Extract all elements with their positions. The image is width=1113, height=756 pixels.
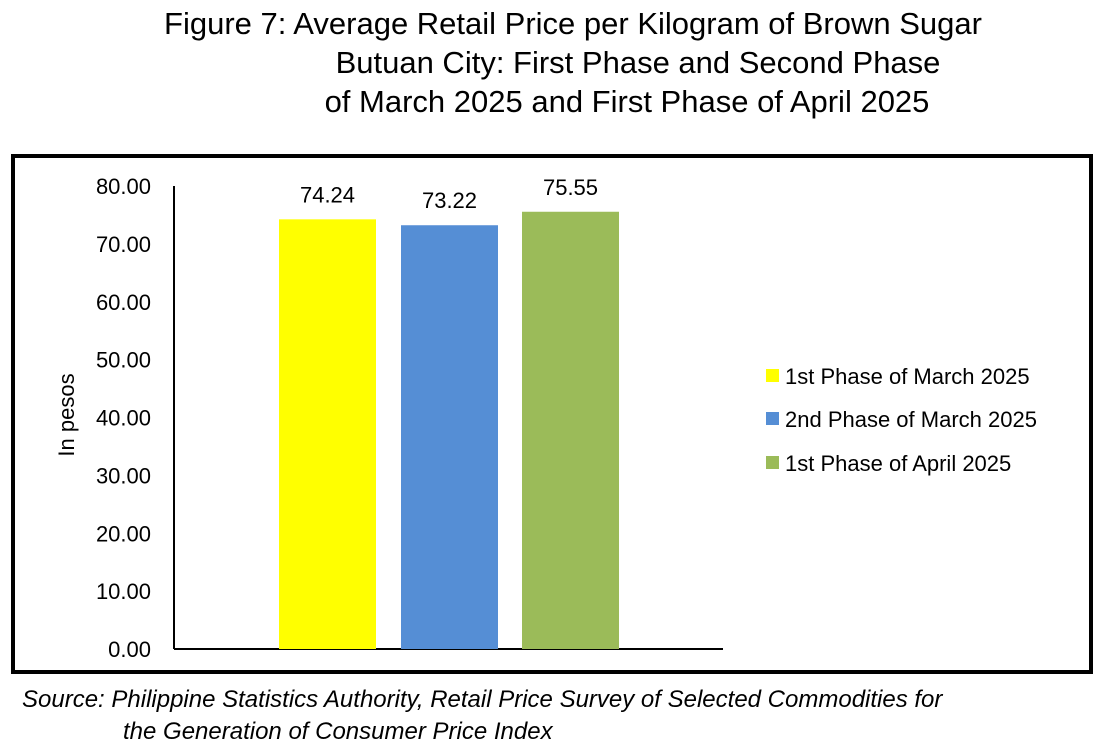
legend-swatch (766, 456, 779, 469)
legend-label: 1st Phase of March 2025 (785, 364, 1030, 389)
source-line: Source: Philippine Statistics Authority,… (22, 686, 943, 713)
legend-swatch (766, 369, 779, 382)
y-tick-label: 40.00 (96, 406, 151, 431)
y-tick-label: 70.00 (96, 232, 151, 257)
y-tick-label: 80.00 (96, 174, 151, 199)
y-tick-label: 0.00 (108, 637, 151, 662)
y-tick-label: 20.00 (96, 521, 151, 546)
y-tick-label: 10.00 (96, 579, 151, 604)
data-label: 74.24 (300, 182, 355, 207)
bar (522, 211, 619, 649)
y-tick-label: 30.00 (96, 463, 151, 488)
legend-label: 2nd Phase of March 2025 (785, 407, 1037, 432)
y-axis-label: In pesos (54, 373, 79, 456)
y-tick-label: 60.00 (96, 290, 151, 315)
bar (401, 225, 498, 649)
chart-frame (11, 154, 1093, 674)
y-tick-label: 50.00 (96, 348, 151, 373)
chart-title-line: Butuan City: First Phase and Second Phas… (335, 45, 941, 80)
legend-swatch (766, 412, 779, 425)
data-label: 75.55 (543, 175, 598, 200)
chart-title-line: of March 2025 and First Phase of April 2… (324, 84, 930, 119)
bar (279, 219, 376, 649)
chart-title-line: Figure 7: Average Retail Price per Kilog… (164, 6, 982, 41)
source-line: the Generation of Consumer Price Index (123, 718, 553, 745)
data-label: 73.22 (422, 188, 477, 213)
legend-label: 1st Phase of April 2025 (785, 451, 1011, 476)
source-note: Source: Philippine Statistics Authority,… (22, 684, 1102, 748)
